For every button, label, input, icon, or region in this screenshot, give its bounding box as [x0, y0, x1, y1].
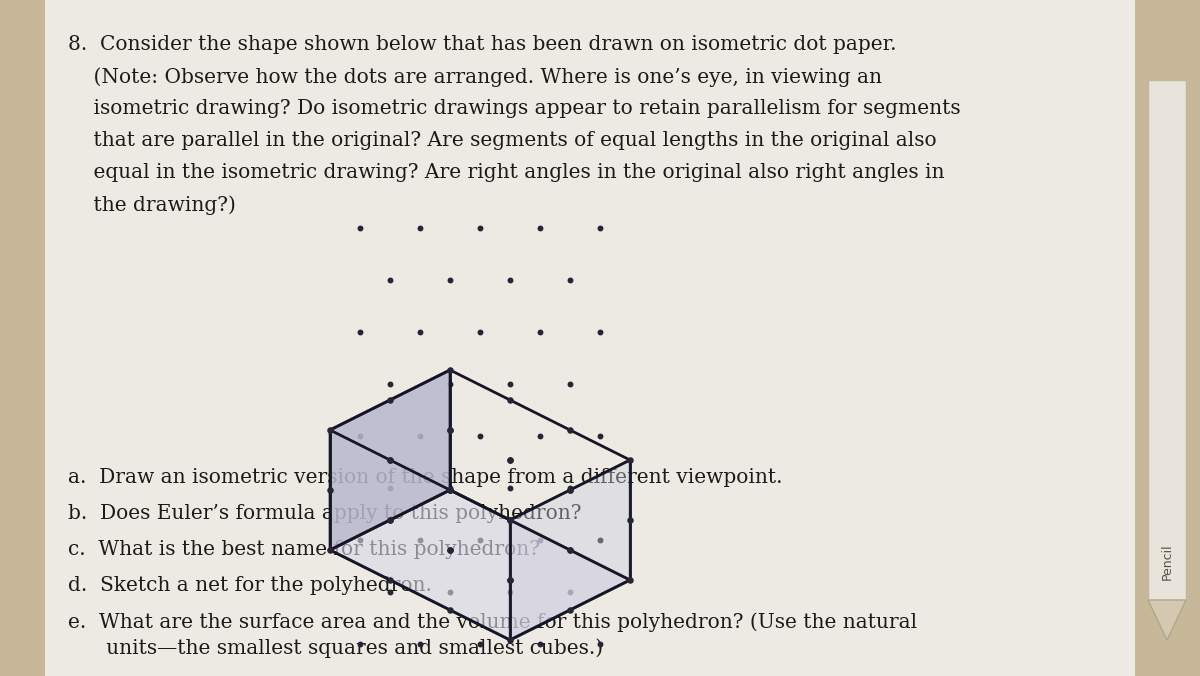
- Point: [530, 431, 550, 441]
- Point: [560, 483, 580, 493]
- Point: [440, 274, 460, 285]
- Point: [620, 514, 640, 525]
- Polygon shape: [510, 460, 630, 640]
- Point: [380, 379, 400, 389]
- Point: [440, 545, 460, 556]
- Point: [470, 222, 490, 233]
- Point: [440, 483, 460, 493]
- Point: [500, 514, 520, 525]
- Point: [560, 425, 580, 435]
- Point: [440, 379, 460, 389]
- Point: [620, 454, 640, 465]
- Point: [590, 222, 610, 233]
- Point: [380, 575, 400, 585]
- Point: [560, 485, 580, 496]
- Point: [560, 274, 580, 285]
- Point: [590, 431, 610, 441]
- Point: [500, 395, 520, 406]
- Point: [500, 587, 520, 598]
- Point: [350, 327, 370, 337]
- Text: the drawing?): the drawing?): [68, 195, 236, 215]
- Point: [560, 485, 580, 496]
- Point: [500, 483, 520, 493]
- Text: c.  What is the best name for this polyhedron?: c. What is the best name for this polyhe…: [68, 540, 540, 559]
- Point: [410, 431, 430, 441]
- Point: [500, 379, 520, 389]
- Point: [560, 604, 580, 615]
- Point: [500, 454, 520, 465]
- Point: [380, 454, 400, 465]
- Text: 8.  Consider the shape shown below that has been drawn on isometric dot paper.: 8. Consider the shape shown below that h…: [68, 35, 896, 54]
- Point: [590, 639, 610, 650]
- Point: [380, 514, 400, 525]
- Text: units—the smallest squares and smallest cubes.): units—the smallest squares and smallest …: [68, 638, 604, 658]
- Point: [440, 485, 460, 496]
- Polygon shape: [1148, 600, 1186, 640]
- Point: [410, 222, 430, 233]
- FancyBboxPatch shape: [46, 0, 1135, 676]
- Point: [560, 587, 580, 598]
- FancyBboxPatch shape: [1148, 80, 1186, 600]
- Point: [320, 545, 340, 556]
- Text: a.  Draw an isometric version of the shape from a different viewpoint.: a. Draw an isometric version of the shap…: [68, 468, 782, 487]
- Point: [500, 575, 520, 585]
- Point: [320, 485, 340, 496]
- Point: [500, 514, 520, 525]
- Text: that are parallel in the original? Are segments of equal lengths in the original: that are parallel in the original? Are s…: [68, 131, 937, 150]
- Point: [440, 485, 460, 496]
- Point: [440, 485, 460, 496]
- Point: [380, 483, 400, 493]
- Point: [350, 222, 370, 233]
- Text: b.  Does Euler’s formula apply to this polyhedron?: b. Does Euler’s formula apply to this po…: [68, 504, 582, 523]
- Polygon shape: [330, 370, 450, 550]
- Point: [500, 575, 520, 585]
- Point: [380, 454, 400, 465]
- Text: equal in the isometric drawing? Are right angles in the original also right angl: equal in the isometric drawing? Are righ…: [68, 163, 944, 182]
- Point: [350, 431, 370, 441]
- Point: [470, 327, 490, 337]
- Point: [560, 545, 580, 556]
- Point: [320, 425, 340, 435]
- Point: [440, 545, 460, 556]
- Point: [380, 587, 400, 598]
- Point: [470, 535, 490, 546]
- Point: [410, 327, 430, 337]
- Point: [410, 535, 430, 546]
- Point: [530, 222, 550, 233]
- Point: [500, 635, 520, 646]
- Point: [440, 425, 460, 435]
- Point: [590, 535, 610, 546]
- Point: [620, 575, 640, 585]
- Text: e.  What are the surface area and the volume for this polyhedron? (Use the natur: e. What are the surface area and the vol…: [68, 612, 917, 631]
- Point: [380, 274, 400, 285]
- Point: [440, 364, 460, 375]
- Point: [500, 514, 520, 525]
- Point: [350, 639, 370, 650]
- Point: [470, 639, 490, 650]
- Point: [440, 604, 460, 615]
- Point: [560, 379, 580, 389]
- Point: [530, 327, 550, 337]
- Point: [380, 514, 400, 525]
- Point: [470, 431, 490, 441]
- Polygon shape: [330, 490, 630, 640]
- Text: isometric drawing? Do isometric drawings appear to retain parallelism for segmen: isometric drawing? Do isometric drawings…: [68, 99, 961, 118]
- Point: [560, 545, 580, 556]
- Point: [440, 425, 460, 435]
- Point: [530, 639, 550, 650]
- Point: [380, 395, 400, 406]
- Point: [440, 587, 460, 598]
- Point: [590, 327, 610, 337]
- Point: [500, 274, 520, 285]
- Text: d.  Sketch a net for the polyhedron.: d. Sketch a net for the polyhedron.: [68, 576, 432, 595]
- Text: Pencil: Pencil: [1160, 544, 1174, 580]
- Point: [530, 535, 550, 546]
- Text: (Note: Observe how the dots are arranged. Where is one’s eye, in viewing an: (Note: Observe how the dots are arranged…: [68, 67, 882, 87]
- Point: [500, 454, 520, 465]
- Point: [350, 535, 370, 546]
- Point: [410, 639, 430, 650]
